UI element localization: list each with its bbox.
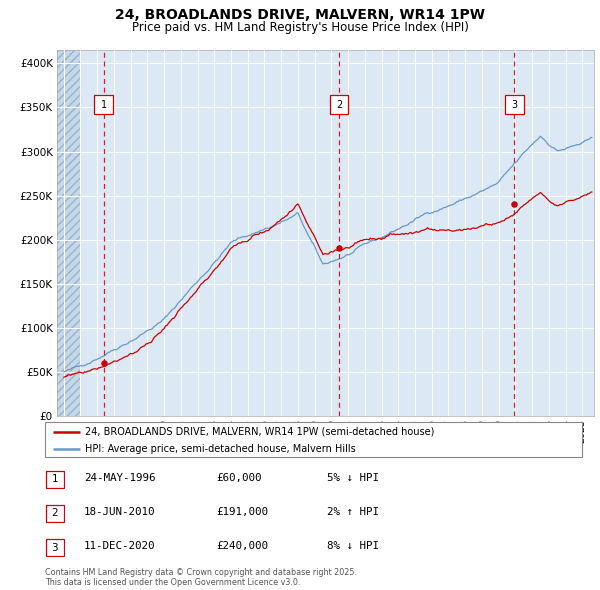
Text: 24-MAY-1996: 24-MAY-1996	[84, 473, 155, 483]
Text: 5% ↓ HPI: 5% ↓ HPI	[327, 473, 379, 483]
Text: £191,000: £191,000	[216, 507, 268, 517]
Text: 2% ↑ HPI: 2% ↑ HPI	[327, 507, 379, 517]
FancyBboxPatch shape	[46, 505, 64, 522]
Text: £60,000: £60,000	[216, 473, 262, 483]
FancyBboxPatch shape	[505, 95, 524, 114]
Text: £240,000: £240,000	[216, 542, 268, 551]
Text: 1: 1	[52, 474, 58, 484]
Text: 3: 3	[52, 543, 58, 552]
Text: HPI: Average price, semi-detached house, Malvern Hills: HPI: Average price, semi-detached house,…	[85, 444, 356, 454]
Text: 24, BROADLANDS DRIVE, MALVERN, WR14 1PW: 24, BROADLANDS DRIVE, MALVERN, WR14 1PW	[115, 8, 485, 22]
Text: 2: 2	[336, 100, 342, 110]
Text: 18-JUN-2010: 18-JUN-2010	[84, 507, 155, 517]
Text: 8% ↓ HPI: 8% ↓ HPI	[327, 542, 379, 551]
Bar	[57, 50, 80, 416]
Text: 11-DEC-2020: 11-DEC-2020	[84, 542, 155, 551]
Point	[334, 243, 344, 253]
Text: Contains HM Land Registry data © Crown copyright and database right 2025.
This d: Contains HM Land Registry data © Crown c…	[45, 568, 357, 587]
Text: 2: 2	[52, 509, 58, 518]
Text: 3: 3	[511, 100, 517, 110]
Point	[99, 358, 109, 368]
FancyBboxPatch shape	[94, 95, 113, 114]
Text: 1: 1	[101, 100, 107, 110]
Point	[509, 199, 519, 209]
FancyBboxPatch shape	[45, 422, 582, 457]
FancyBboxPatch shape	[46, 471, 64, 487]
Text: 24, BROADLANDS DRIVE, MALVERN, WR14 1PW (semi-detached house): 24, BROADLANDS DRIVE, MALVERN, WR14 1PW …	[85, 427, 434, 437]
Text: Price paid vs. HM Land Registry's House Price Index (HPI): Price paid vs. HM Land Registry's House …	[131, 21, 469, 34]
Bar	[57, 50, 80, 416]
FancyBboxPatch shape	[330, 95, 348, 114]
FancyBboxPatch shape	[46, 539, 64, 556]
